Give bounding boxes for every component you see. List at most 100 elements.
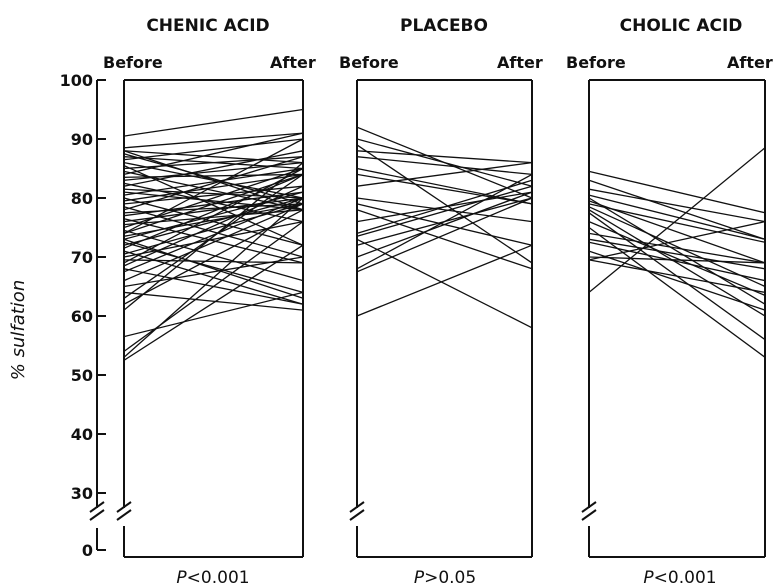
subject-line: [356, 197, 533, 273]
svg-text:P<0.001: P<0.001: [176, 568, 249, 588]
panel-break-mark: [116, 509, 132, 521]
subject-line: [588, 221, 766, 296]
subject-line: [356, 167, 533, 205]
subject-line: [356, 238, 533, 329]
panel-break-mark: [349, 501, 365, 513]
y-axis-label: % sulfation: [8, 280, 29, 380]
subject-line: [588, 147, 766, 293]
subject-line: [123, 197, 304, 358]
y-tick-label: 80: [71, 189, 93, 208]
subject-line: [123, 220, 304, 258]
y-tick-label: 0: [82, 541, 93, 560]
subject-line: [588, 232, 766, 264]
subject-line: [356, 209, 533, 270]
y-tick-label: 30: [71, 484, 93, 503]
subject-line: [588, 188, 766, 223]
subject-line: [356, 156, 533, 176]
panel-title-placebo: PLACEBO: [400, 16, 488, 36]
subject-line: [123, 150, 304, 164]
subject-line: [123, 206, 304, 258]
subject-line: [123, 197, 304, 273]
subject-line: [123, 256, 304, 288]
panel-break-mark: [116, 501, 132, 513]
subject-line: [123, 156, 304, 170]
panel-title-cholic: CHOLIC ACID: [620, 16, 743, 36]
after-label-placebo: After: [497, 53, 543, 72]
subject-line: [588, 250, 766, 311]
subject-line: [588, 256, 766, 264]
subject-line: [123, 191, 304, 211]
subject-line: [123, 291, 304, 311]
subject-line: [123, 203, 304, 255]
pvalue-placebo: P>0.05: [414, 568, 476, 588]
y-tick-label: 70: [71, 248, 93, 267]
subject-line: [588, 200, 766, 264]
subject-line: [123, 138, 304, 234]
subject-line: [123, 197, 304, 246]
subject-line: [356, 150, 533, 164]
subject-line: [356, 173, 533, 270]
subject-line: [123, 132, 304, 176]
y-axis: 0 30 40 50 60 70 80 90 100: [60, 71, 106, 560]
pvalue-text-placebo: >0.05: [424, 568, 476, 588]
subject-line: [123, 138, 304, 161]
subject-line: [123, 156, 304, 211]
subject-line: [588, 170, 766, 214]
subject-line: [588, 206, 766, 288]
svg-text:P>0.05: P>0.05: [414, 568, 476, 588]
subject-line: [588, 179, 766, 240]
subject-line: [356, 173, 533, 205]
subject-line: [123, 162, 304, 311]
subject-line: [123, 238, 304, 299]
panel-break-mark: [349, 509, 365, 521]
y-tick-label: 90: [71, 130, 93, 149]
subject-line: [123, 209, 304, 305]
subject-line: [356, 161, 533, 187]
subject-line: [123, 182, 304, 223]
subject-line: [123, 167, 304, 264]
pvalue-chenic: P<0.001: [176, 568, 249, 588]
subject-line: [123, 221, 304, 352]
panel-break-mark: [581, 501, 597, 513]
subject-line: [123, 165, 304, 246]
subject-line: [588, 238, 766, 270]
panel-title-chenic: CHENIC ACID: [146, 16, 269, 36]
before-label-cholic: Before: [566, 53, 626, 72]
pvalue-text-cholic: <0.001: [654, 568, 717, 588]
subject-line: [123, 108, 304, 137]
panel-cholic: [581, 79, 766, 558]
before-label-chenic: Before: [103, 53, 163, 72]
subject-line: [588, 203, 766, 243]
pvalue-cholic: P<0.001: [643, 568, 716, 588]
subject-line: [356, 144, 533, 264]
subject-line: [123, 161, 304, 199]
subject-line: [588, 209, 766, 317]
panel-placebo: [349, 79, 533, 558]
subject-line: [123, 244, 304, 361]
subject-line: [356, 197, 533, 223]
subject-line: [588, 241, 766, 282]
subject-line: [123, 203, 304, 282]
subject-line: [123, 291, 304, 338]
pvalue-text-chenic: <0.001: [187, 568, 250, 588]
subject-line: [356, 138, 533, 187]
svg-text:P<0.001: P<0.001: [643, 568, 716, 588]
subject-line: [123, 218, 304, 264]
subject-line: [588, 220, 766, 261]
subject-line: [123, 150, 304, 187]
y-tick-label: 100: [60, 71, 93, 90]
after-label-chenic: After: [270, 53, 316, 72]
before-label-placebo: Before: [339, 53, 399, 72]
y-axis-break-mark: [89, 509, 105, 521]
subject-line: [356, 191, 533, 258]
y-tick-label: 50: [71, 366, 93, 385]
subject-line: [356, 191, 533, 223]
panel-break-mark: [581, 509, 597, 521]
after-label-cholic: After: [727, 53, 773, 72]
subject-line: [123, 132, 304, 149]
y-tick-label: 60: [71, 307, 93, 326]
subject-line: [356, 244, 533, 317]
panel-chenic: [116, 79, 304, 558]
subject-line: [588, 197, 766, 305]
